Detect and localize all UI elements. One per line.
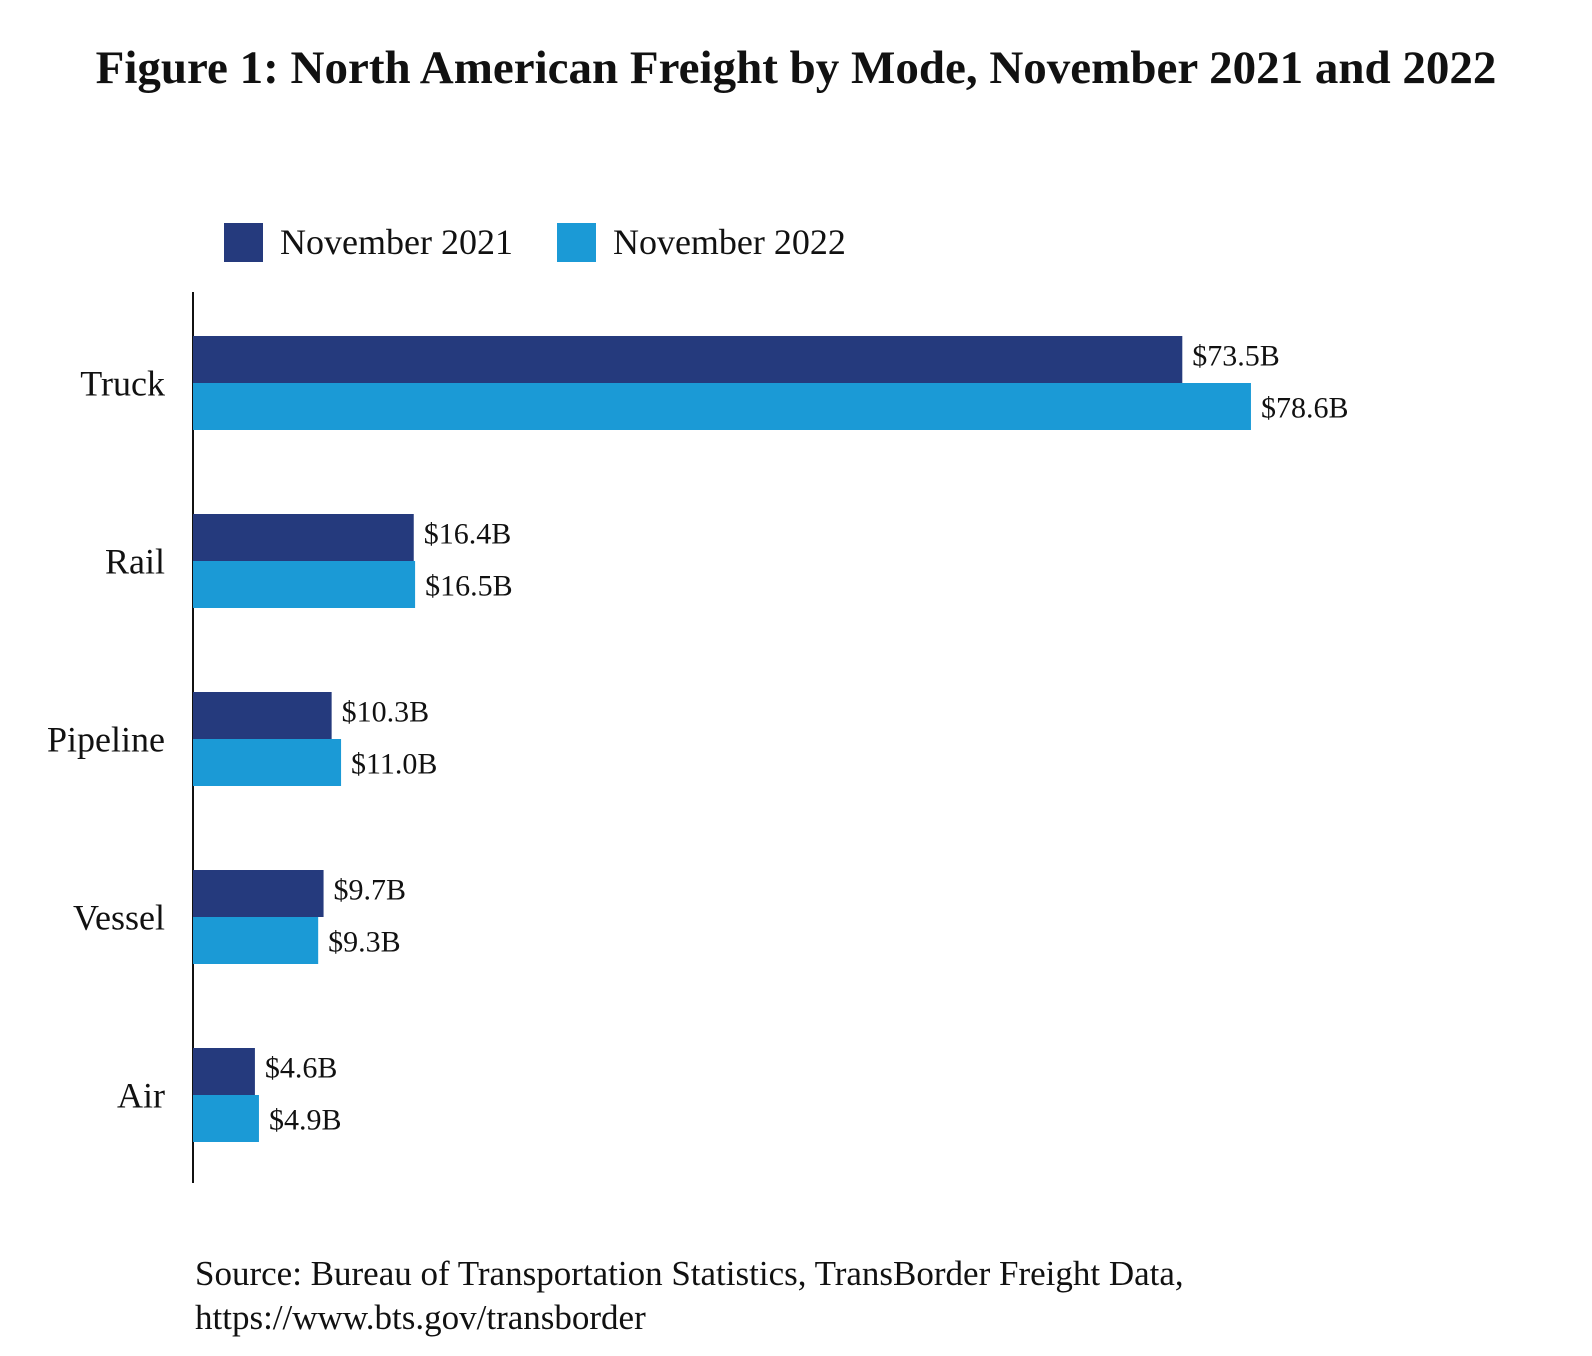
source-line-2: https://www.bts.gov/transborder [195, 1298, 646, 1337]
data-label-vessel-november-2022: $9.3B [328, 925, 401, 958]
data-label-rail-november-2021: $16.4B [424, 517, 512, 550]
data-label-pipeline-november-2022: $11.0B [351, 747, 437, 780]
figure-title: Figure 1: North American Freight by Mode… [95, 42, 1497, 94]
legend-label-nov-2021: November 2021 [280, 222, 513, 262]
category-label-pipeline: Pipeline [47, 719, 165, 759]
legend-item-nov-2022: November 2022 [556, 220, 846, 264]
bar-vessel-november-2021 [193, 870, 324, 917]
legend-label-nov-2022: November 2022 [612, 222, 846, 262]
data-label-truck-november-2022: $78.6B [1261, 391, 1349, 424]
legend-swatch-nov-2021 [224, 222, 263, 262]
data-label-truck-november-2021: $73.5B [1192, 339, 1280, 372]
category-label-vessel: Vessel [73, 897, 165, 937]
data-label-vessel-november-2021: $9.7B [334, 873, 407, 906]
bar-pipeline-november-2022 [193, 739, 342, 786]
bar-truck-november-2022 [193, 383, 1251, 430]
category-label-rail: Rail [105, 541, 165, 581]
bar-rail-november-2022 [193, 561, 416, 608]
data-label-air-november-2021: $4.6B [265, 1051, 338, 1084]
legend-swatch-nov-2022 [556, 222, 596, 262]
category-label-air: Air [117, 1075, 165, 1115]
chart-legend: November 2021 November 2022 [224, 220, 890, 264]
bar-pipeline-november-2021 [193, 692, 332, 739]
bar-air-november-2021 [193, 1048, 255, 1095]
bar-air-november-2022 [193, 1095, 259, 1142]
legend-item-nov-2021: November 2021 [224, 220, 513, 264]
source-note: Source: Bureau of Transportation Statist… [195, 1252, 1184, 1340]
data-label-rail-november-2022: $16.5B [425, 569, 513, 602]
data-label-air-november-2022: $4.9B [269, 1103, 342, 1136]
source-line-1: Source: Bureau of Transportation Statist… [195, 1254, 1184, 1293]
data-label-pipeline-november-2021: $10.3B [342, 695, 430, 728]
category-label-truck: Truck [80, 363, 165, 403]
bar-vessel-november-2022 [193, 917, 319, 964]
bar-truck-november-2021 [193, 336, 1183, 383]
bar-rail-november-2021 [193, 514, 414, 561]
